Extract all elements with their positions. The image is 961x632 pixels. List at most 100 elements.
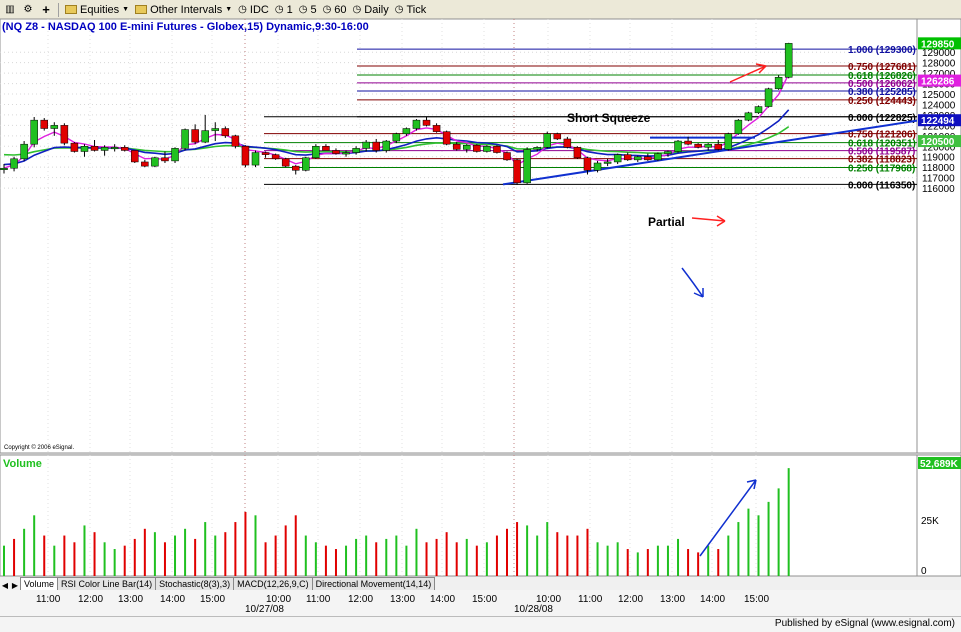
caret-down-icon: ▼ xyxy=(225,6,233,13)
interval-5-button[interactable]: ◷ 5 xyxy=(299,4,317,16)
folder-icon xyxy=(135,5,148,14)
tab-directional-movement[interactable]: Directional Movement(14,14) xyxy=(311,577,436,590)
candle xyxy=(30,119,38,145)
fib-label: 0.000 (116350) xyxy=(848,180,915,191)
candle xyxy=(151,157,159,167)
other-intervals-menu[interactable]: Other Intervals ▼ xyxy=(135,4,232,16)
price-tick-label: 116000 xyxy=(922,184,955,195)
candle xyxy=(694,143,702,148)
fib-label: 0.250 (117968) xyxy=(848,164,915,175)
candle xyxy=(644,156,652,161)
tick-label: Tick xyxy=(406,3,427,16)
candle xyxy=(503,152,511,161)
candle xyxy=(50,125,59,129)
red-arrow xyxy=(729,63,767,83)
price-badge-label: 126286 xyxy=(921,77,955,88)
fib-label: 0.618 (126826) xyxy=(848,71,916,82)
trendline xyxy=(502,119,918,186)
toolbar: ▥ ⚙ + Equities ▼ Other Intervals ▼ ◷ IDC… xyxy=(0,0,961,20)
candle xyxy=(20,143,28,160)
tab-macd[interactable]: MACD(12,26,9,C) xyxy=(233,577,313,590)
interval-1-label: 1 xyxy=(286,3,293,16)
caret-down-icon: ▼ xyxy=(122,6,130,13)
price-badge xyxy=(918,37,961,50)
candle xyxy=(774,77,783,90)
candle xyxy=(191,129,199,143)
clock-icon: ◷ xyxy=(352,4,362,15)
volume-panel xyxy=(0,454,918,577)
tab-rsi[interactable]: RSI Color Line Bar(14) xyxy=(57,577,157,590)
price-axis-panel xyxy=(916,18,961,454)
interval-60-button[interactable]: ◷ 60 xyxy=(323,4,347,16)
interval-1-button[interactable]: ◷ 1 xyxy=(275,4,293,16)
tab-prev-icon[interactable]: ◀ xyxy=(1,581,9,590)
fib-label: 0.000 (122825) xyxy=(848,113,916,124)
add-icon[interactable]: + xyxy=(42,1,50,17)
candle xyxy=(513,159,521,184)
time-tick-label: 15:00 xyxy=(472,594,497,605)
blue-arrow xyxy=(681,267,704,298)
fib-label: 0.750 (121206) xyxy=(848,130,916,141)
tab-stochastic[interactable]: Stochastic(8(3),3) xyxy=(155,577,235,590)
idc-button[interactable]: ◷ IDC xyxy=(238,4,269,16)
time-tick-label: 13:00 xyxy=(660,594,685,605)
tab-volume[interactable]: Volume xyxy=(20,577,59,590)
time-tick-label: 12:00 xyxy=(348,594,373,605)
time-tick-label: 11:00 xyxy=(36,594,61,605)
candle xyxy=(784,43,793,78)
volume-tick-label: 25K xyxy=(921,516,939,527)
clock-icon: ◷ xyxy=(322,4,332,15)
fib-label: 0.380 (125285) xyxy=(848,87,916,98)
clock-icon: ◷ xyxy=(394,4,404,15)
equities-menu[interactable]: Equities ▼ xyxy=(65,4,129,16)
interval-60-label: 60 xyxy=(334,3,347,16)
candle xyxy=(231,135,240,147)
volume-tick-label: 0 xyxy=(921,566,927,577)
candle xyxy=(372,141,380,151)
settings-icon[interactable]: ⚙ xyxy=(23,3,33,15)
chart-icon[interactable]: ▥ xyxy=(5,3,15,15)
fib-label: 0.382 (118823) xyxy=(848,155,915,166)
chart-session: Dynamic,9:30-16:00 xyxy=(266,21,369,33)
candle xyxy=(704,143,712,148)
tick-button[interactable]: ◷ Tick xyxy=(395,4,427,16)
candle xyxy=(362,141,370,149)
chart-symbol: (NQ Z8 - NASDAQ 100 E-mini Futures - Glo… xyxy=(2,21,263,33)
candle xyxy=(402,128,411,134)
copyright-note: Copyright © 2006 eSignal. xyxy=(4,444,74,451)
date-label: 10/27/08 xyxy=(245,604,284,615)
fib-label: 0.618 (120351) xyxy=(848,139,916,150)
candle xyxy=(281,158,290,167)
candle xyxy=(442,131,451,145)
candle xyxy=(80,146,89,152)
time-tick-label: 12:00 xyxy=(618,594,643,605)
daily-button[interactable]: ◷ Daily xyxy=(353,4,389,16)
price-tick-label: 124000 xyxy=(922,100,956,111)
candle xyxy=(674,140,682,152)
price-tick-label: 122000 xyxy=(922,121,956,132)
candle xyxy=(744,112,753,121)
daily-label: Daily xyxy=(364,3,389,16)
published-by: Published by eSignal (www.esignal.com) xyxy=(774,618,955,629)
fib-label: 0.750 (127681) xyxy=(848,62,916,73)
candle xyxy=(422,119,431,126)
candle xyxy=(543,133,551,148)
candle xyxy=(221,128,230,137)
candle xyxy=(473,144,481,152)
candle xyxy=(382,140,391,151)
fib-label: 0.500 (119587) xyxy=(848,147,915,158)
time-tick-label: 15:00 xyxy=(200,594,225,605)
price-tick-label: 117000 xyxy=(922,174,955,185)
candle xyxy=(593,162,602,171)
candle xyxy=(613,154,622,163)
price-badge-label: 129850 xyxy=(921,39,955,50)
candle xyxy=(483,146,491,152)
volume-badge xyxy=(918,457,961,469)
price-badge-label: 122494 xyxy=(921,116,955,127)
candle xyxy=(603,161,612,164)
red-arrow xyxy=(691,215,726,227)
tab-next-icon[interactable]: ▶ xyxy=(11,581,19,590)
price-tick-label: 128000 xyxy=(922,59,956,70)
candle xyxy=(60,125,69,144)
